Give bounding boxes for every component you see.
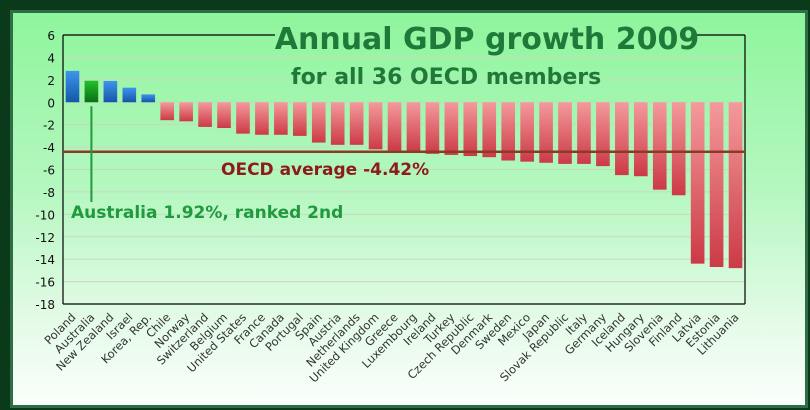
bar-portugal <box>292 102 307 136</box>
bar-finland <box>671 102 686 196</box>
bar-spain <box>311 102 326 143</box>
bar-belgium <box>217 102 231 129</box>
chart-title: Annual GDP growth 2009 <box>275 22 699 57</box>
y-tick-label: -4 <box>43 141 55 155</box>
bar-canada <box>274 102 288 135</box>
y-tick-label: -14 <box>35 253 55 267</box>
chart-background <box>10 10 808 408</box>
bar-new-zealand <box>103 80 118 103</box>
y-tick-label: -10 <box>35 208 55 222</box>
bar-greece <box>387 102 402 151</box>
y-tick-label: -16 <box>35 276 55 290</box>
bar-slovenia <box>652 102 667 190</box>
bar-luxembourg <box>406 102 421 152</box>
bar-korea-rep <box>141 94 156 103</box>
bar-mexico <box>520 102 534 162</box>
bar-netherlands <box>349 102 364 145</box>
bar-united-kingdom <box>368 102 383 150</box>
bar-chile <box>160 102 175 121</box>
bar-switzerland <box>198 102 212 127</box>
bar-united-states <box>236 102 250 134</box>
bar-italy <box>577 102 591 164</box>
bar-japan <box>539 102 553 163</box>
bar-czech-republic <box>463 102 478 157</box>
y-tick-label: -2 <box>43 119 55 133</box>
y-tick-label: 2 <box>47 74 55 88</box>
bar-israel <box>122 87 137 103</box>
bar-austria <box>330 102 345 145</box>
australia-annotation: Australia 1.92%, ranked 2nd <box>71 203 343 223</box>
chart-subtitle: for all 36 OECD members <box>291 65 601 90</box>
bar-ireland <box>425 102 440 154</box>
bar-lithuania <box>728 102 743 269</box>
bar-poland <box>65 70 80 103</box>
bar-norway <box>179 102 193 122</box>
y-tick-label: -6 <box>43 164 55 178</box>
y-tick-label: 6 <box>47 29 55 43</box>
bar-hungary <box>633 102 648 177</box>
bar-turkey <box>444 102 459 155</box>
y-tick-label: -12 <box>35 231 55 245</box>
bar-sweden <box>501 102 516 161</box>
y-tick-label: 0 <box>47 96 55 110</box>
y-axis-ticks: 6 4 2 0 -2 -4 -6 -8 -10 -12 -14 -16 -18 <box>35 29 55 312</box>
y-tick-label: -8 <box>43 186 55 200</box>
y-tick-label: -18 <box>35 298 55 312</box>
bar-iceland <box>615 102 629 176</box>
bar-latvia <box>690 102 705 264</box>
bar-slovak-republic <box>558 102 572 164</box>
bar-germany <box>596 102 610 167</box>
y-tick-label: 4 <box>47 51 55 65</box>
bar-france <box>255 102 269 135</box>
bar-australia <box>84 80 99 103</box>
bar-denmark <box>482 102 497 158</box>
bar-estonia <box>709 102 724 268</box>
bars <box>65 70 743 269</box>
oecd-average-label: OECD average -4.42% <box>221 160 429 180</box>
gridlines <box>63 56 745 283</box>
